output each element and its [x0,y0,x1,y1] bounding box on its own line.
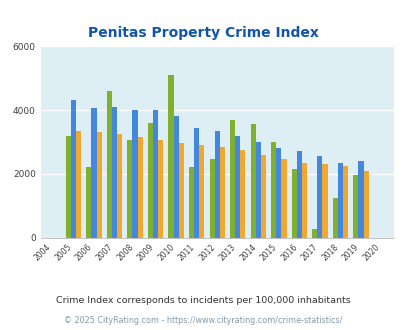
Bar [275,148,281,238]
Bar [230,119,234,238]
Bar [260,155,265,238]
Bar [337,163,342,238]
Bar [219,147,224,238]
Bar [173,116,178,238]
Bar [71,100,76,238]
Bar [147,123,153,238]
Bar [178,144,183,238]
Bar [322,164,327,238]
Bar [158,140,163,238]
Bar [240,150,245,238]
Bar [281,159,286,238]
Bar [342,166,347,238]
Bar [234,136,240,238]
Bar [209,159,214,238]
Bar [66,136,71,238]
Bar [112,107,117,238]
Bar [91,108,96,238]
Bar [96,132,101,238]
Bar [137,137,143,238]
Bar [86,167,91,238]
Bar [362,171,368,238]
Bar [296,151,301,238]
Bar [301,163,306,238]
Bar [250,124,255,238]
Bar [311,229,317,238]
Bar [168,75,173,238]
Bar [132,110,137,238]
Text: © 2025 CityRating.com - https://www.cityrating.com/crime-statistics/: © 2025 CityRating.com - https://www.city… [64,315,341,325]
Bar [214,131,219,238]
Bar [358,161,362,238]
Bar [76,131,81,238]
Bar [352,176,358,238]
Bar [188,167,194,238]
Bar [117,134,122,238]
Bar [194,128,199,238]
Bar [199,145,204,238]
Bar [255,142,260,238]
Bar [291,169,296,238]
Bar [127,140,132,238]
Text: Penitas Property Crime Index: Penitas Property Crime Index [87,26,318,40]
Bar [153,110,158,238]
Bar [107,91,112,238]
Bar [332,198,337,238]
Bar [317,156,322,238]
Text: Crime Index corresponds to incidents per 100,000 inhabitants: Crime Index corresponds to incidents per… [55,296,350,305]
Bar [271,142,275,238]
